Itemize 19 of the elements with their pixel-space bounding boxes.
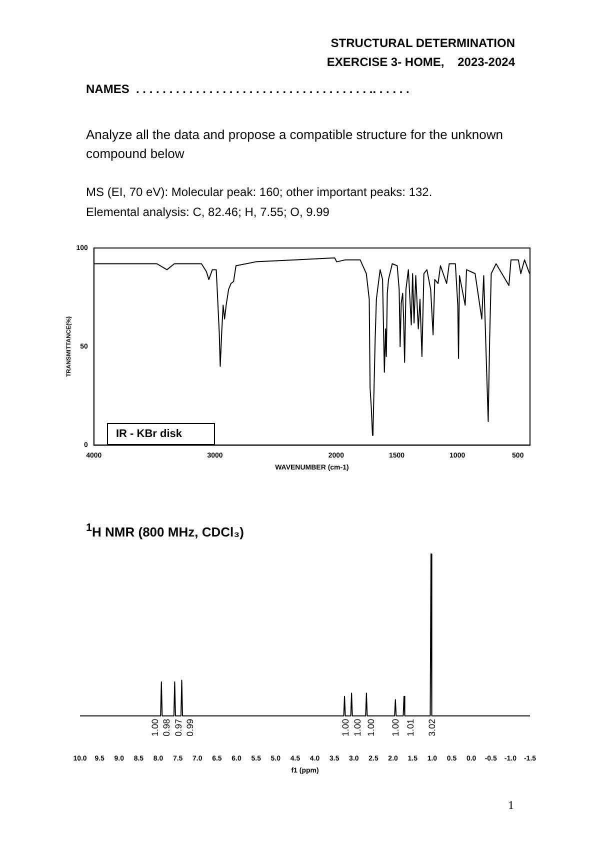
- chart-title: STRUCTURAL DETERMINATION: [330, 36, 515, 50]
- annotation: IR - KBr disk: [107, 423, 215, 445]
- text: Analyze all the data and propose a compatible structure for the unknown compound below: [86, 126, 504, 163]
- annotation: 1.00: [352, 718, 363, 736]
- annotation: 1.00: [390, 718, 401, 736]
- annotation: 1.00: [150, 718, 160, 736]
- annotation: 3.02: [426, 718, 437, 736]
- annotation: 0.97: [174, 718, 184, 736]
- annotation: 1.01: [405, 718, 416, 736]
- text: Elemental analysis: C, 82.46; H, 7.55; O, 9.99: [86, 205, 330, 219]
- text: NAMES . . . . . . . . . . . . . . . . . . . . . . . . . . . . . . . . . . . .. . . . . .: [86, 82, 410, 96]
- annotation: 1.00: [366, 718, 376, 736]
- annotation: 0.98: [162, 718, 172, 736]
- text: 1: [508, 798, 514, 813]
- annotation: 1.00: [340, 718, 350, 736]
- text: MS (EI, 70 eV): Molecular peak: 160; other important peaks: 132.: [86, 185, 432, 199]
- annotation: 0.99: [185, 718, 196, 736]
- chart-title: $^{1}$H NMR (800 MHz, CDCl₃): [86, 522, 244, 540]
- chart-subtitle: EXERCISE 3- HOME, 2023-2024: [326, 55, 515, 69]
